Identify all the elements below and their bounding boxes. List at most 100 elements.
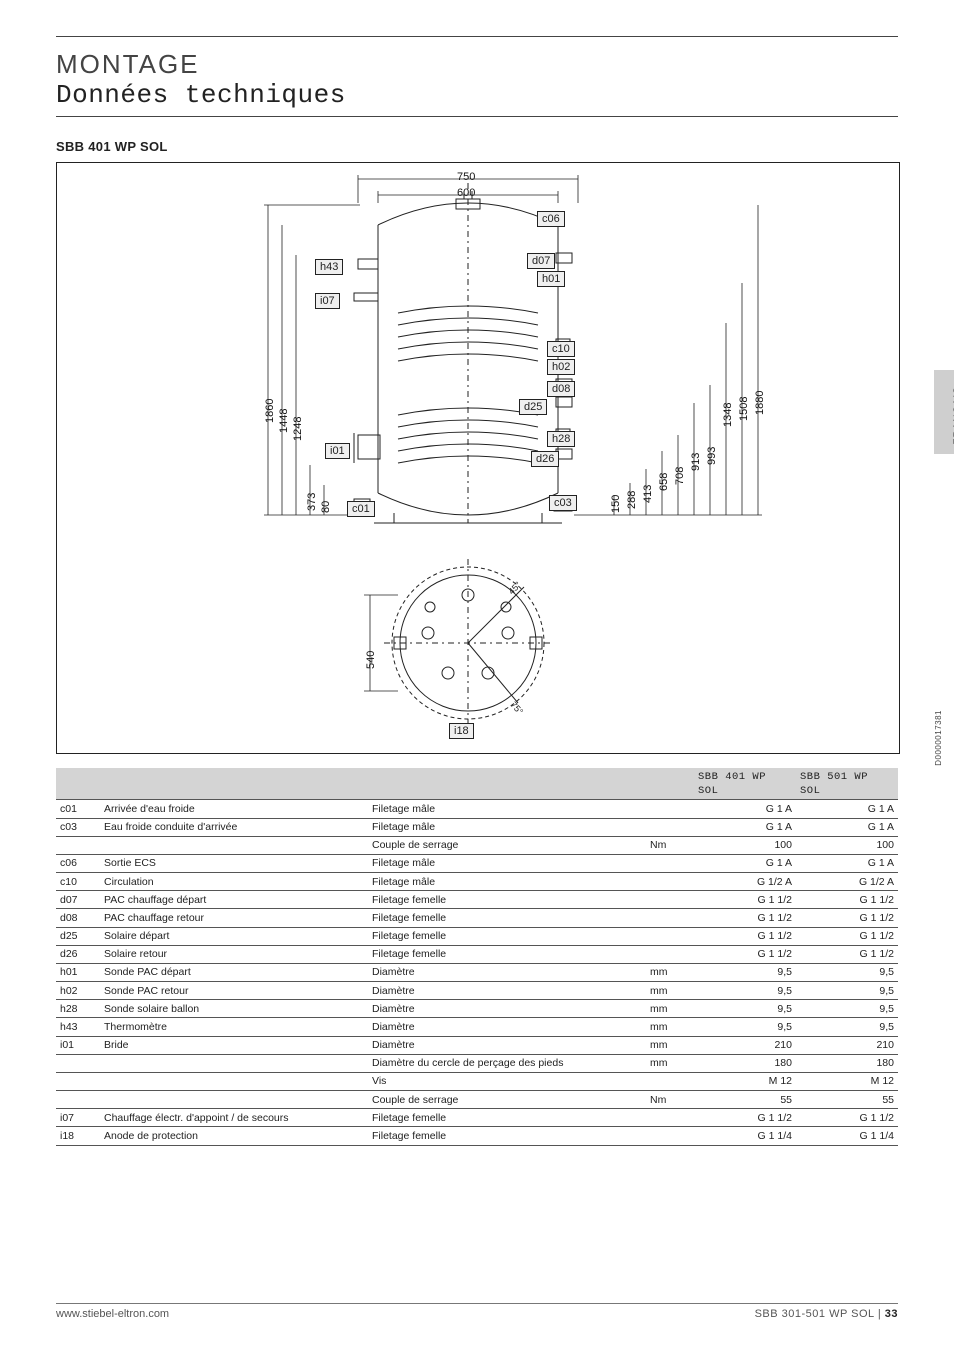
table-cell: mm	[646, 982, 694, 1000]
table-cell: G 1 1/2	[694, 945, 796, 963]
table-row: d25Solaire départFiletage femelleG 1 1/2…	[56, 927, 898, 945]
table-cell: Sonde PAC retour	[100, 982, 368, 1000]
callout-h28: h28	[547, 431, 575, 447]
table-row: d26Solaire retourFiletage femelleG 1 1/2…	[56, 945, 898, 963]
table-row: Diamètre du cercle de perçage des piedsm…	[56, 1054, 898, 1072]
callout-d26: d26	[531, 451, 559, 467]
table-cell: Sonde PAC départ	[100, 963, 368, 981]
table-cell: 9,5	[796, 982, 898, 1000]
svg-text:45°: 45°	[506, 579, 523, 596]
table-cell: 9,5	[796, 963, 898, 981]
table-cell: G 1 1/4	[796, 1127, 898, 1145]
language-tab: FRANÇAIS	[934, 370, 954, 454]
table-cell: Sonde solaire ballon	[100, 1000, 368, 1018]
callout-c06: c06	[537, 211, 565, 227]
table-cell	[56, 1091, 100, 1109]
table-cell	[646, 873, 694, 891]
spec-table-headrow: SBB 401 WP SOL SBB 501 WP SOL	[56, 768, 898, 800]
table-cell: Filetage femelle	[368, 1127, 646, 1145]
callout-c01: c01	[347, 501, 375, 517]
table-cell: c10	[56, 873, 100, 891]
table-cell: 9,5	[694, 1000, 796, 1018]
table-cell	[646, 818, 694, 836]
table-cell: mm	[646, 1054, 694, 1072]
table-cell	[646, 909, 694, 927]
table-cell: M 12	[694, 1072, 796, 1090]
table-cell: Diamètre	[368, 982, 646, 1000]
dim-left-1860: 1860	[264, 399, 276, 423]
table-row: d08PAC chauffage retourFiletage femelleG…	[56, 909, 898, 927]
table-cell: Filetage femelle	[368, 909, 646, 927]
dim-left-80: 80	[320, 501, 332, 513]
table-cell: d26	[56, 945, 100, 963]
footer-doc-title: SBB 301-501 WP SOL |	[755, 1308, 885, 1320]
table-cell: Couple de serrage	[368, 836, 646, 854]
table-row: h01Sonde PAC départDiamètremm9,59,5	[56, 963, 898, 981]
spec-table: SBB 401 WP SOL SBB 501 WP SOL c01Arrivée…	[56, 768, 898, 1146]
table-cell: Filetage mâle	[368, 873, 646, 891]
table-cell: Eau froide conduite d'arrivée	[100, 818, 368, 836]
table-cell: 9,5	[694, 1018, 796, 1036]
table-cell: mm	[646, 1018, 694, 1036]
page-footer: www.stiebel-eltron.com SBB 301-501 WP SO…	[56, 1303, 898, 1320]
table-row: h43ThermomètreDiamètremm9,59,5	[56, 1018, 898, 1036]
dim-right-993: 993	[706, 447, 718, 465]
dim-right-1880: 1880	[754, 391, 766, 415]
technical-diagram: 750 600	[56, 162, 900, 754]
table-cell: G 1 1/2	[694, 1109, 796, 1127]
table-cell: Circulation	[100, 873, 368, 891]
table-row: d07PAC chauffage départFiletage femelleG…	[56, 891, 898, 909]
table-cell	[646, 1072, 694, 1090]
table-cell: Diamètre	[368, 1018, 646, 1036]
table-cell: Solaire départ	[100, 927, 368, 945]
table-cell: G 1 1/2	[694, 927, 796, 945]
table-cell: Sortie ECS	[100, 854, 368, 872]
table-cell: G 1/2 A	[796, 873, 898, 891]
table-cell: G 1 A	[796, 818, 898, 836]
table-row: Couple de serrageNm100100	[56, 836, 898, 854]
table-row: i01BrideDiamètremm210210	[56, 1036, 898, 1054]
callout-c10: c10	[547, 341, 575, 357]
table-cell: d08	[56, 909, 100, 927]
th-unit	[646, 768, 694, 800]
table-cell: PAC chauffage retour	[100, 909, 368, 927]
table-cell	[646, 891, 694, 909]
dim-right-413: 413	[642, 485, 654, 503]
dim-right-658: 658	[658, 473, 670, 491]
table-cell: G 1 1/2	[796, 891, 898, 909]
table-cell	[100, 1072, 368, 1090]
table-cell: i07	[56, 1109, 100, 1127]
table-cell: 210	[694, 1036, 796, 1054]
dim-left-1248: 1248	[292, 417, 304, 441]
table-cell: h01	[56, 963, 100, 981]
table-cell: 210	[796, 1036, 898, 1054]
table-cell: Nm	[646, 836, 694, 854]
footer-page-number: 33	[885, 1308, 898, 1320]
callout-i01: i01	[325, 443, 350, 459]
table-row: h28Sonde solaire ballonDiamètremm9,59,5	[56, 1000, 898, 1018]
th-code	[56, 768, 100, 800]
th-v1: SBB 401 WP SOL	[694, 768, 796, 800]
table-cell: G 1 A	[796, 800, 898, 818]
section-subheading: SBB 401 WP SOL	[56, 139, 898, 154]
table-cell	[56, 836, 100, 854]
table-cell: 55	[694, 1091, 796, 1109]
table-cell: Filetage femelle	[368, 1109, 646, 1127]
table-cell: G 1 1/2	[796, 945, 898, 963]
page-title-small: MONTAGE	[56, 49, 898, 80]
table-cell: Filetage mâle	[368, 818, 646, 836]
callout-d08: d08	[547, 381, 575, 397]
callout-d07: d07	[527, 253, 555, 269]
table-cell: h28	[56, 1000, 100, 1018]
dim-right-1508: 1508	[738, 397, 750, 421]
table-cell: i01	[56, 1036, 100, 1054]
table-cell: M 12	[796, 1072, 898, 1090]
table-cell	[646, 1109, 694, 1127]
table-cell: Arrivée d'eau froide	[100, 800, 368, 818]
table-cell	[646, 800, 694, 818]
callout-h43: h43	[315, 259, 343, 275]
callout-h01: h01	[537, 271, 565, 287]
table-cell: G 1 A	[694, 800, 796, 818]
table-cell: Couple de serrage	[368, 1091, 646, 1109]
diagram-svg: 45° 75°	[57, 163, 899, 753]
